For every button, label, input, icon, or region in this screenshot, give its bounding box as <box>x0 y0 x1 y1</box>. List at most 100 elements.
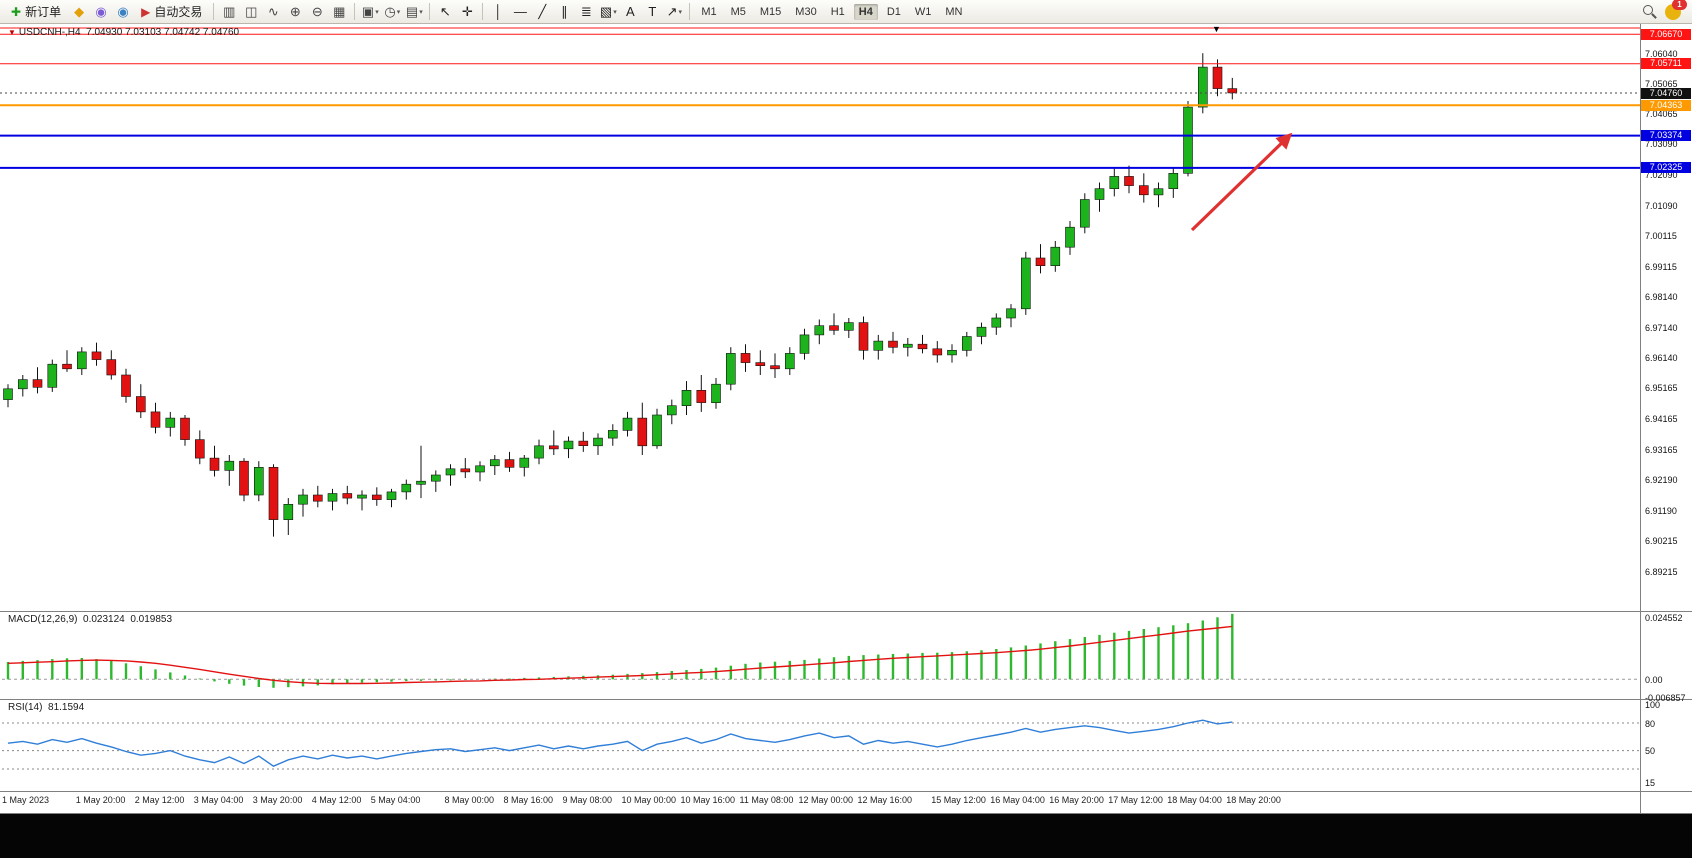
rsi-axis-label: 50 <box>1645 746 1656 757</box>
new-order-button[interactable]: ✚ 新订单 <box>5 2 67 22</box>
price-axis-label: 6.97140 <box>1645 322 1678 333</box>
time-axis-label: 15 May 12:00 <box>931 795 986 805</box>
price-axis-label: 7.05065 <box>1645 78 1678 89</box>
timeframe-button-h1[interactable]: H1 <box>830 5 845 18</box>
timeframe-button-m1[interactable]: M1 <box>701 5 717 18</box>
time-axis-label: 1 May 20:00 <box>75 795 126 805</box>
timeframe-button-mn[interactable]: MN <box>945 5 963 18</box>
new-chart-icon[interactable]: ▣ ▾ <box>361 3 379 19</box>
timeframe-button-m5[interactable]: M5 <box>730 5 746 18</box>
time-axis-panel <box>0 792 1692 814</box>
price-axis-divider <box>1640 24 1641 814</box>
templates-icon[interactable]: ▤ ▾ <box>405 3 423 19</box>
time-axis-label: 16 May 20:00 <box>1049 795 1104 805</box>
chevron-down-icon: ▾ <box>375 8 379 16</box>
time-axis-label: 8 May 00:00 <box>444 795 495 805</box>
rsi-axis-label: 15 <box>1645 778 1656 789</box>
chart-bars-icon[interactable]: ▥ <box>223 3 236 19</box>
time-axis-label: 5 May 04:00 <box>370 795 421 805</box>
price-axis-label: 7.03090 <box>1645 139 1678 150</box>
rsi-value: 81.1594 <box>48 702 85 713</box>
arrows-icon[interactable]: ↗ ▾ <box>666 3 683 19</box>
chart-ohlc-values: 7.04930 7.03103 7.04742 7.04760 <box>86 27 240 38</box>
autotrading-icon: ▶ <box>141 4 151 19</box>
tile-windows-icon[interactable]: ▦ <box>333 3 346 19</box>
rsi-axis-label: 100 <box>1645 700 1661 711</box>
rsi-axis-label: 80 <box>1645 718 1656 729</box>
chart-symbol-timeframe: USDCNH-,H4 <box>18 27 81 38</box>
rsi-panel[interactable] <box>0 700 1692 792</box>
equidistant-channel-icon[interactable]: ∥ <box>561 3 568 19</box>
time-axis-label: 18 May 04:00 <box>1167 795 1222 805</box>
macd-main-value: 0.023124 <box>83 614 125 625</box>
time-axis-label: 2 May 12:00 <box>134 795 185 805</box>
time-axis-label: 17 May 12:00 <box>1108 795 1163 805</box>
timeframe-button-m15[interactable]: M15 <box>759 5 782 18</box>
price-chart-panel[interactable] <box>0 24 1692 612</box>
time-axis-label: 9 May 08:00 <box>562 795 613 805</box>
label-icon[interactable]: T <box>648 4 657 19</box>
profiles-icon[interactable]: ◷ ▾ <box>384 3 401 19</box>
time-axis-label: 18 May 20:00 <box>1226 795 1281 805</box>
rsi-label: RSI(14) 81.1594 <box>8 702 84 713</box>
horizontal-line-icon[interactable]: ― <box>513 4 527 19</box>
macd-axis-label: 0.00 <box>1645 674 1663 685</box>
new-order-button-label: 新订单 <box>25 5 62 19</box>
macd-label: MACD(12,26,9) 0.023124 0.019853 <box>8 614 172 625</box>
market-icon[interactable]: ◉ <box>117 3 129 19</box>
time-axis-label: 3 May 04:00 <box>193 795 244 805</box>
price-axis-label: 7.02090 <box>1645 170 1678 181</box>
time-axis-label: 10 May 16:00 <box>680 795 736 805</box>
price-line-badge: 7.03374 <box>1641 130 1691 142</box>
notification-count-badge: 1 <box>1672 0 1687 10</box>
autotrading-button[interactable]: ▶ 自动交易 <box>135 2 208 22</box>
price-axis-label: 6.92190 <box>1645 474 1678 485</box>
text-icon[interactable]: A <box>625 4 635 19</box>
price-line-badge: 7.06670 <box>1641 28 1691 40</box>
timeframe-button-h4[interactable]: H4 <box>853 3 878 20</box>
time-axis-label: 10 May 00:00 <box>621 795 677 805</box>
shapes-icon[interactable]: ▧ ▾ <box>599 3 617 19</box>
zoom-in-icon[interactable]: ⊕ <box>289 3 301 19</box>
macd-axis-label: 0.024552 <box>1645 613 1683 623</box>
price-axis-label: 7.04065 <box>1645 109 1678 120</box>
autotrading-button-label: 自动交易 <box>154 5 203 19</box>
price-axis-label: 6.95165 <box>1645 383 1678 394</box>
price-line-badge: 7.05711 <box>1641 58 1691 70</box>
price-axis-label: 6.91190 <box>1645 505 1677 516</box>
chart-candles-icon[interactable]: ◫ <box>245 3 258 19</box>
timeframe-button-d1[interactable]: D1 <box>886 5 901 18</box>
toolbar-separator <box>354 3 356 20</box>
metaeditor-icon[interactable]: ◆ <box>74 3 85 19</box>
toolbar-separator <box>482 3 484 20</box>
macd-panel[interactable] <box>0 612 1692 700</box>
notification-icon[interactable]: 1 <box>1665 0 1687 20</box>
time-axis-label: 4 May 12:00 <box>311 795 362 805</box>
fibonacci-icon[interactable]: ≣ <box>580 3 592 19</box>
community-icon[interactable]: ◉ <box>95 3 107 19</box>
macd-axis-label: -0.006857 <box>1645 693 1686 703</box>
timeframe-button-w1[interactable]: W1 <box>914 5 932 18</box>
time-axis-label: 16 May 04:00 <box>990 795 1045 805</box>
price-line-badge: 7.02325 <box>1641 162 1691 174</box>
search-icon[interactable] <box>1642 4 1657 19</box>
toolbar-right-group: 1 <box>1642 0 1687 20</box>
price-axis-label: 7.01090 <box>1645 200 1678 211</box>
vertical-line-icon[interactable]: │ <box>494 4 503 19</box>
chart-line-icon[interactable]: ∿ <box>267 3 279 19</box>
cursor-icon[interactable]: ↖ <box>439 3 451 19</box>
chevron-down-icon: ▾ <box>396 8 401 16</box>
time-axis-label: 3 May 20:00 <box>252 795 303 805</box>
price-line-badge: 7.04760 <box>1641 87 1691 99</box>
trendline-icon[interactable]: ╱ <box>538 3 547 19</box>
bottom-bar <box>0 814 1692 858</box>
crosshair-icon[interactable]: ✛ <box>461 3 473 19</box>
price-axis-label: 6.99115 <box>1645 261 1677 272</box>
toolbar-separator <box>429 3 431 20</box>
symbol-marker-icon: ▼ <box>8 28 16 37</box>
timeframe-button-m30[interactable]: M30 <box>795 5 817 18</box>
zoom-out-icon[interactable]: ⊖ <box>311 3 323 19</box>
chevron-down-icon: ▾ <box>419 8 423 16</box>
time-axis-label: 8 May 16:00 <box>503 795 554 805</box>
